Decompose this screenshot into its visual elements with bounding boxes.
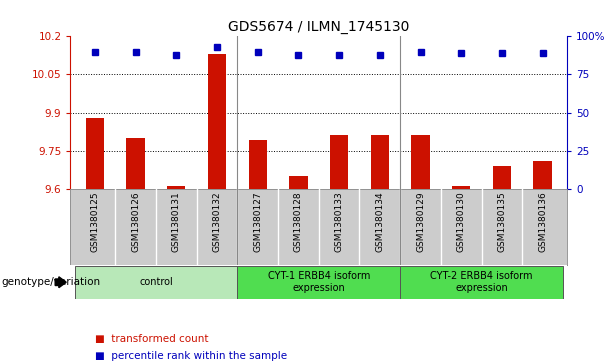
Bar xyxy=(75,266,237,299)
Text: GSM1380128: GSM1380128 xyxy=(294,191,303,252)
Bar xyxy=(167,186,186,189)
Text: GSM1380127: GSM1380127 xyxy=(253,191,262,252)
Text: GSM1380126: GSM1380126 xyxy=(131,191,140,252)
Text: ■  percentile rank within the sample: ■ percentile rank within the sample xyxy=(95,351,287,361)
Text: genotype/variation: genotype/variation xyxy=(1,277,101,287)
Text: GSM1380134: GSM1380134 xyxy=(375,191,384,252)
Bar xyxy=(126,138,145,189)
Text: control: control xyxy=(139,277,173,287)
Bar xyxy=(248,140,267,189)
Bar xyxy=(289,176,308,189)
Text: CYT-2 ERBB4 isoform
expression: CYT-2 ERBB4 isoform expression xyxy=(430,272,533,293)
Bar xyxy=(208,54,226,189)
Text: GSM1380131: GSM1380131 xyxy=(172,191,181,252)
Text: GSM1380125: GSM1380125 xyxy=(90,191,99,252)
Text: GSM1380133: GSM1380133 xyxy=(335,191,344,252)
Bar xyxy=(237,266,400,299)
Bar xyxy=(411,135,430,189)
Text: GSM1380135: GSM1380135 xyxy=(497,191,506,252)
Bar xyxy=(371,135,389,189)
Text: GSM1380130: GSM1380130 xyxy=(457,191,466,252)
Text: ■  transformed count: ■ transformed count xyxy=(95,334,208,344)
Bar xyxy=(400,266,563,299)
Bar xyxy=(330,135,348,189)
Text: GSM1380136: GSM1380136 xyxy=(538,191,547,252)
Text: GSM1380129: GSM1380129 xyxy=(416,191,425,252)
Text: GSM1380132: GSM1380132 xyxy=(213,191,221,252)
Bar xyxy=(452,186,470,189)
Title: GDS5674 / ILMN_1745130: GDS5674 / ILMN_1745130 xyxy=(228,20,409,34)
Bar xyxy=(86,118,104,189)
Bar xyxy=(533,161,552,189)
Text: CYT-1 ERBB4 isoform
expression: CYT-1 ERBB4 isoform expression xyxy=(267,272,370,293)
Bar xyxy=(493,166,511,189)
